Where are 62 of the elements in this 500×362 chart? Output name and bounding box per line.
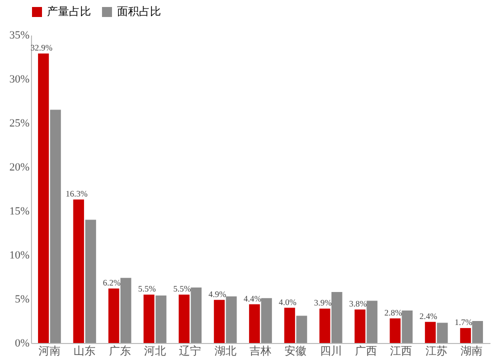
bar <box>460 328 471 343</box>
y-tick-label: 30% <box>9 74 30 86</box>
bar <box>390 318 401 343</box>
y-tick-label: 35% <box>9 30 30 42</box>
legend-label: 面积占比 <box>117 5 161 18</box>
bar <box>261 298 272 343</box>
data-label: 4.4% <box>244 293 262 304</box>
x-tick-label: 辽宁 <box>179 344 202 358</box>
x-tick-label: 四川 <box>320 344 342 358</box>
bar <box>249 304 260 343</box>
y-tick-label: 15% <box>9 206 30 218</box>
y-tick-label: 0% <box>14 338 30 350</box>
bar <box>120 278 132 343</box>
bar <box>190 288 202 343</box>
bar <box>85 220 96 343</box>
bar <box>424 322 436 343</box>
bar <box>472 321 483 343</box>
bar <box>319 308 330 343</box>
data-label: 2.8% <box>384 307 402 318</box>
bar <box>366 300 378 343</box>
bar <box>354 310 366 343</box>
data-label: 32.9% <box>30 42 52 52</box>
bar <box>296 316 308 343</box>
x-tick-label: 吉林 <box>250 344 272 358</box>
data-label: 5.5% <box>173 284 191 294</box>
bar <box>214 300 225 343</box>
y-tick-label: 25% <box>9 118 30 130</box>
x-tick-label: 湖北 <box>214 344 236 358</box>
x-tick-label: 河北 <box>144 344 166 358</box>
data-label: 6.2% <box>102 277 121 288</box>
data-label: 16.3% <box>66 188 88 199</box>
bar <box>144 294 154 343</box>
bar <box>178 294 190 343</box>
bar <box>108 288 120 343</box>
bar <box>284 308 296 343</box>
data-label: 3.8% <box>349 298 367 309</box>
bar <box>38 53 49 343</box>
x-tick-label: 山东 <box>74 344 96 358</box>
bar <box>50 110 61 343</box>
bar <box>402 310 413 343</box>
bar <box>331 292 342 343</box>
data-label: 2.4% <box>419 310 438 321</box>
bar <box>436 322 448 343</box>
x-tick-label: 河南 <box>38 344 60 358</box>
x-tick-label: 广西 <box>355 344 378 358</box>
x-tick-label: 广东 <box>108 344 131 358</box>
x-tick-label: 湖南 <box>460 344 483 358</box>
bar <box>73 200 84 343</box>
data-label: 5.5% <box>138 284 156 294</box>
x-tick-label: 江苏 <box>425 344 448 358</box>
y-tick-label: 5% <box>14 294 30 306</box>
bar <box>226 296 237 343</box>
y-tick-label: 10% <box>9 250 30 262</box>
y-tick-label: 20% <box>9 162 30 174</box>
legend-label: 产量占比 <box>47 5 91 18</box>
x-tick-label: 安徽 <box>284 344 307 358</box>
data-label: 4.0% <box>278 296 297 307</box>
data-label: 4.9% <box>208 288 226 299</box>
data-label: 3.9% <box>314 298 332 308</box>
data-label: 1.7% <box>454 317 472 328</box>
x-tick-label: 江西 <box>390 346 412 358</box>
bar <box>156 295 166 343</box>
